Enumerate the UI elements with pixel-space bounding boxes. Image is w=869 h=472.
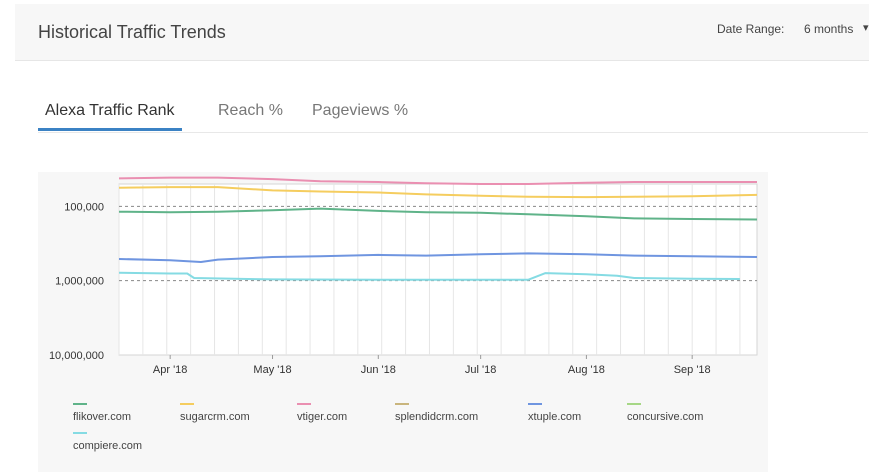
legend-swatch [297,403,311,405]
y-tick-label: 10,000,000 [49,350,104,362]
x-tick-label: May '18 [253,364,291,376]
y-tick-label: 1,000,000 [55,276,104,288]
legend-item-concursive-com[interactable]: concursive.com [627,411,704,423]
tab-bar: Alexa Traffic Rank Reach % Pageviews % [38,96,868,133]
legend-swatch [528,403,542,405]
x-tick-label: Sep '18 [674,364,711,376]
x-tick-label: Apr '18 [153,364,188,376]
tab-alexa-traffic-rank[interactable]: Alexa Traffic Rank [38,96,182,131]
series-line-xtuple-com [118,252,758,263]
date-range-select[interactable]: 6 months [804,22,854,36]
legend-item-sugarcrm-com[interactable]: sugarcrm.com [180,411,250,423]
legend-swatch [627,403,641,405]
legend-item-flikover-com[interactable]: flikover.com [73,411,132,423]
series-line-compiere-com [118,271,740,281]
legend-swatch [73,432,87,434]
date-range-label: Date Range: [717,22,785,36]
series-line-sugarcrm-com [118,186,758,199]
legend-item-xtuple-com[interactable]: xtuple.com [528,411,582,423]
legend-swatch [395,403,409,405]
legend-item-splendidcrm-com[interactable]: splendidcrm.com [395,411,479,423]
legend-item-compiere-com[interactable]: compiere.com [73,440,143,452]
x-tick-label: Aug '18 [568,364,605,376]
series-line-flikover-com [118,207,758,221]
x-tick-label: Jul '18 [465,364,496,376]
legend-swatch [180,403,194,405]
chevron-down-icon[interactable]: ▾ [863,22,869,34]
tab-reach[interactable]: Reach % [218,102,283,119]
y-tick-label: 100,000 [64,201,104,213]
page-header: Historical Traffic Trends Date Range: 6 … [15,4,869,61]
tab-pageviews[interactable]: Pageviews % [312,102,409,119]
series-line-vtiger-com [118,176,757,185]
x-tick-label: Jun '18 [361,364,396,376]
legend-swatch [73,403,87,405]
page-title: Historical Traffic Trends [38,22,226,42]
legend-item-vtiger-com[interactable]: vtiger.com [297,411,348,423]
